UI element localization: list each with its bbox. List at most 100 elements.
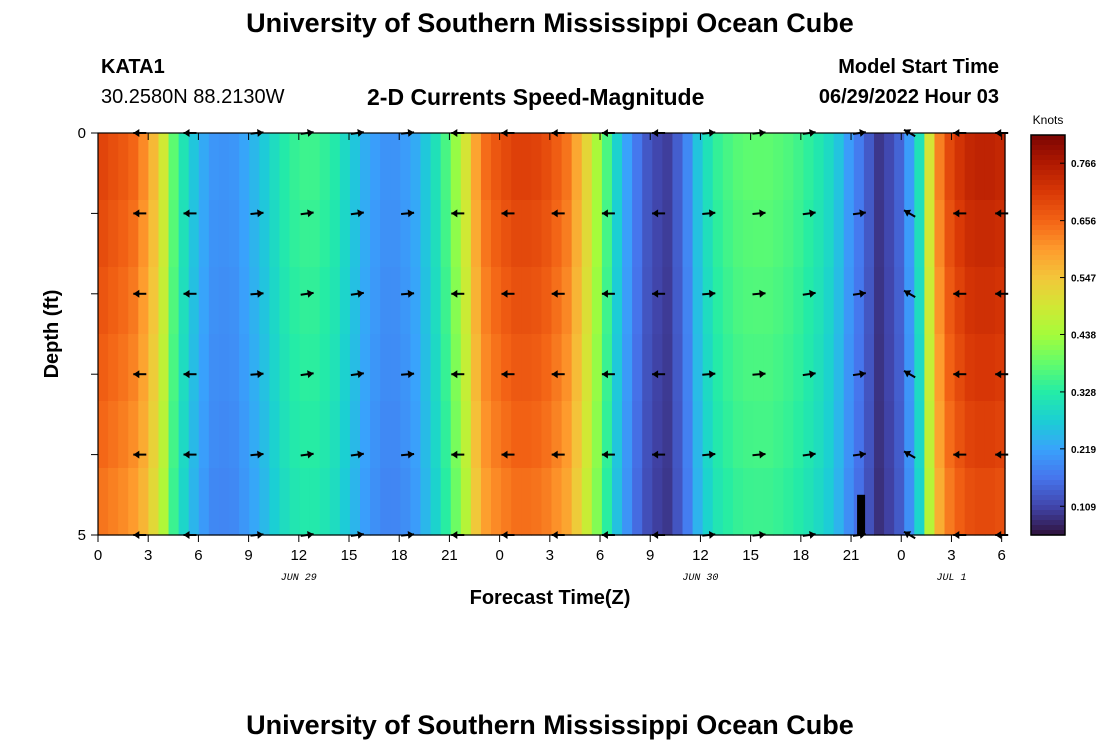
current-arrow <box>350 129 364 137</box>
colorbar-segment <box>1031 340 1065 346</box>
heatmap-cell <box>309 133 321 201</box>
heatmap-cell <box>178 468 190 536</box>
heatmap-cell <box>531 267 543 335</box>
heatmap-cell <box>813 200 825 268</box>
heatmap-cell <box>944 267 956 335</box>
x-tick-label: 15 <box>742 547 759 564</box>
heatmap-cell <box>380 200 391 268</box>
heatmap-cell <box>279 401 291 469</box>
heatmap-cell <box>148 468 160 536</box>
current-arrow-head <box>904 450 912 458</box>
heatmap-cell <box>339 267 351 335</box>
heatmap-cell <box>128 401 139 469</box>
heatmap-cell <box>783 133 794 201</box>
heatmap-cell <box>884 334 895 402</box>
current-arrow <box>903 530 916 540</box>
heatmap-cell <box>742 133 754 201</box>
heatmap-cell <box>581 334 593 402</box>
colorbar-segment <box>1031 460 1065 466</box>
current-arrow-head <box>407 370 415 379</box>
heatmap-cell <box>128 200 139 268</box>
heatmap-cell <box>501 468 512 536</box>
heatmap-cell <box>591 267 603 335</box>
heatmap-cell <box>360 334 371 402</box>
heatmap-cell <box>924 133 936 201</box>
heatmap-cell <box>793 401 805 469</box>
heatmap-cell <box>218 267 230 335</box>
current-arrow <box>802 450 816 459</box>
heatmap-cell <box>249 334 260 402</box>
current-arrow-head <box>904 209 912 217</box>
current-arrow <box>183 129 197 137</box>
current-arrow <box>903 128 916 138</box>
x-tick-label: 12 <box>290 547 307 564</box>
y-axis: 05 <box>78 125 1005 544</box>
heatmap-cell <box>833 133 845 201</box>
colorbar-segment <box>1031 170 1065 176</box>
heatmap-cell <box>329 468 341 536</box>
heatmap-cell <box>229 267 240 335</box>
colorbar-segment <box>1031 425 1065 431</box>
heatmap-cell <box>984 468 996 536</box>
current-arrow <box>652 370 666 379</box>
heatmap-cell <box>853 401 865 469</box>
heatmap-cell <box>339 401 351 469</box>
heatmap-cell <box>622 468 633 536</box>
x-date-label: JUN 29 <box>281 573 317 584</box>
heatmap-cell <box>188 267 200 335</box>
heatmap-cell <box>581 468 593 536</box>
heatmap-cell <box>118 468 129 536</box>
heatmap-cell <box>843 334 855 402</box>
current-arrow-head <box>407 289 415 298</box>
heatmap-cell <box>501 133 512 201</box>
x-axis-label: Forecast Time(Z) <box>470 587 631 609</box>
footer-title: University of Southern Mississippi Ocean… <box>246 710 854 740</box>
colorbar-segment <box>1031 435 1065 441</box>
heatmap-cell <box>984 334 996 402</box>
heatmap-cell <box>118 401 129 469</box>
heatmap-cell <box>410 200 422 268</box>
heatmap-cell <box>652 267 663 335</box>
heatmap-cell <box>611 267 623 335</box>
heatmap-cell <box>98 334 109 402</box>
heatmap-cell <box>702 267 714 335</box>
model-start-value: 06/29/2022 Hour 03 <box>818 86 999 108</box>
heatmap-cell <box>793 267 805 335</box>
heatmap-cell <box>642 401 653 469</box>
heatmap-cell <box>934 401 946 469</box>
current-arrow-head <box>451 531 458 539</box>
current-arrow-head <box>551 129 558 137</box>
heatmap-cell <box>188 468 200 536</box>
colorbar-segment <box>1031 390 1065 396</box>
heatmap-cell <box>239 133 250 201</box>
heatmap-cell <box>833 468 845 536</box>
heatmap-cell <box>712 133 724 201</box>
colorbar-segment <box>1031 185 1065 191</box>
heatmap-cell <box>118 133 129 201</box>
current-arrow-head <box>652 450 659 459</box>
heatmap-cell <box>823 200 835 268</box>
heatmap-cell <box>662 401 674 469</box>
heatmap-cell <box>128 133 139 201</box>
current-arrow <box>551 370 565 379</box>
heatmap-cell <box>410 267 422 335</box>
current-arrow-head <box>601 129 608 137</box>
heatmap-cell <box>329 200 341 268</box>
heatmap-cell <box>964 468 976 536</box>
heatmap-cell <box>289 334 301 402</box>
heatmap-cell <box>239 200 250 268</box>
heatmap-cell <box>601 401 613 469</box>
heatmap-cell <box>148 267 160 335</box>
current-arrow-head <box>995 370 1002 379</box>
heatmap-cell <box>914 334 925 402</box>
colorbar-segment <box>1031 485 1065 491</box>
colorbar-tick-label: 0.109 <box>1071 502 1096 513</box>
current-arrow <box>852 209 866 218</box>
heatmap-cell <box>168 401 180 469</box>
heatmap-cell <box>319 200 331 268</box>
heatmap-cell <box>198 401 210 469</box>
current-arrow <box>601 531 615 539</box>
colorbar-frame <box>1030 134 1066 536</box>
heatmap-cell <box>360 200 371 268</box>
heatmap-cell <box>823 334 835 402</box>
